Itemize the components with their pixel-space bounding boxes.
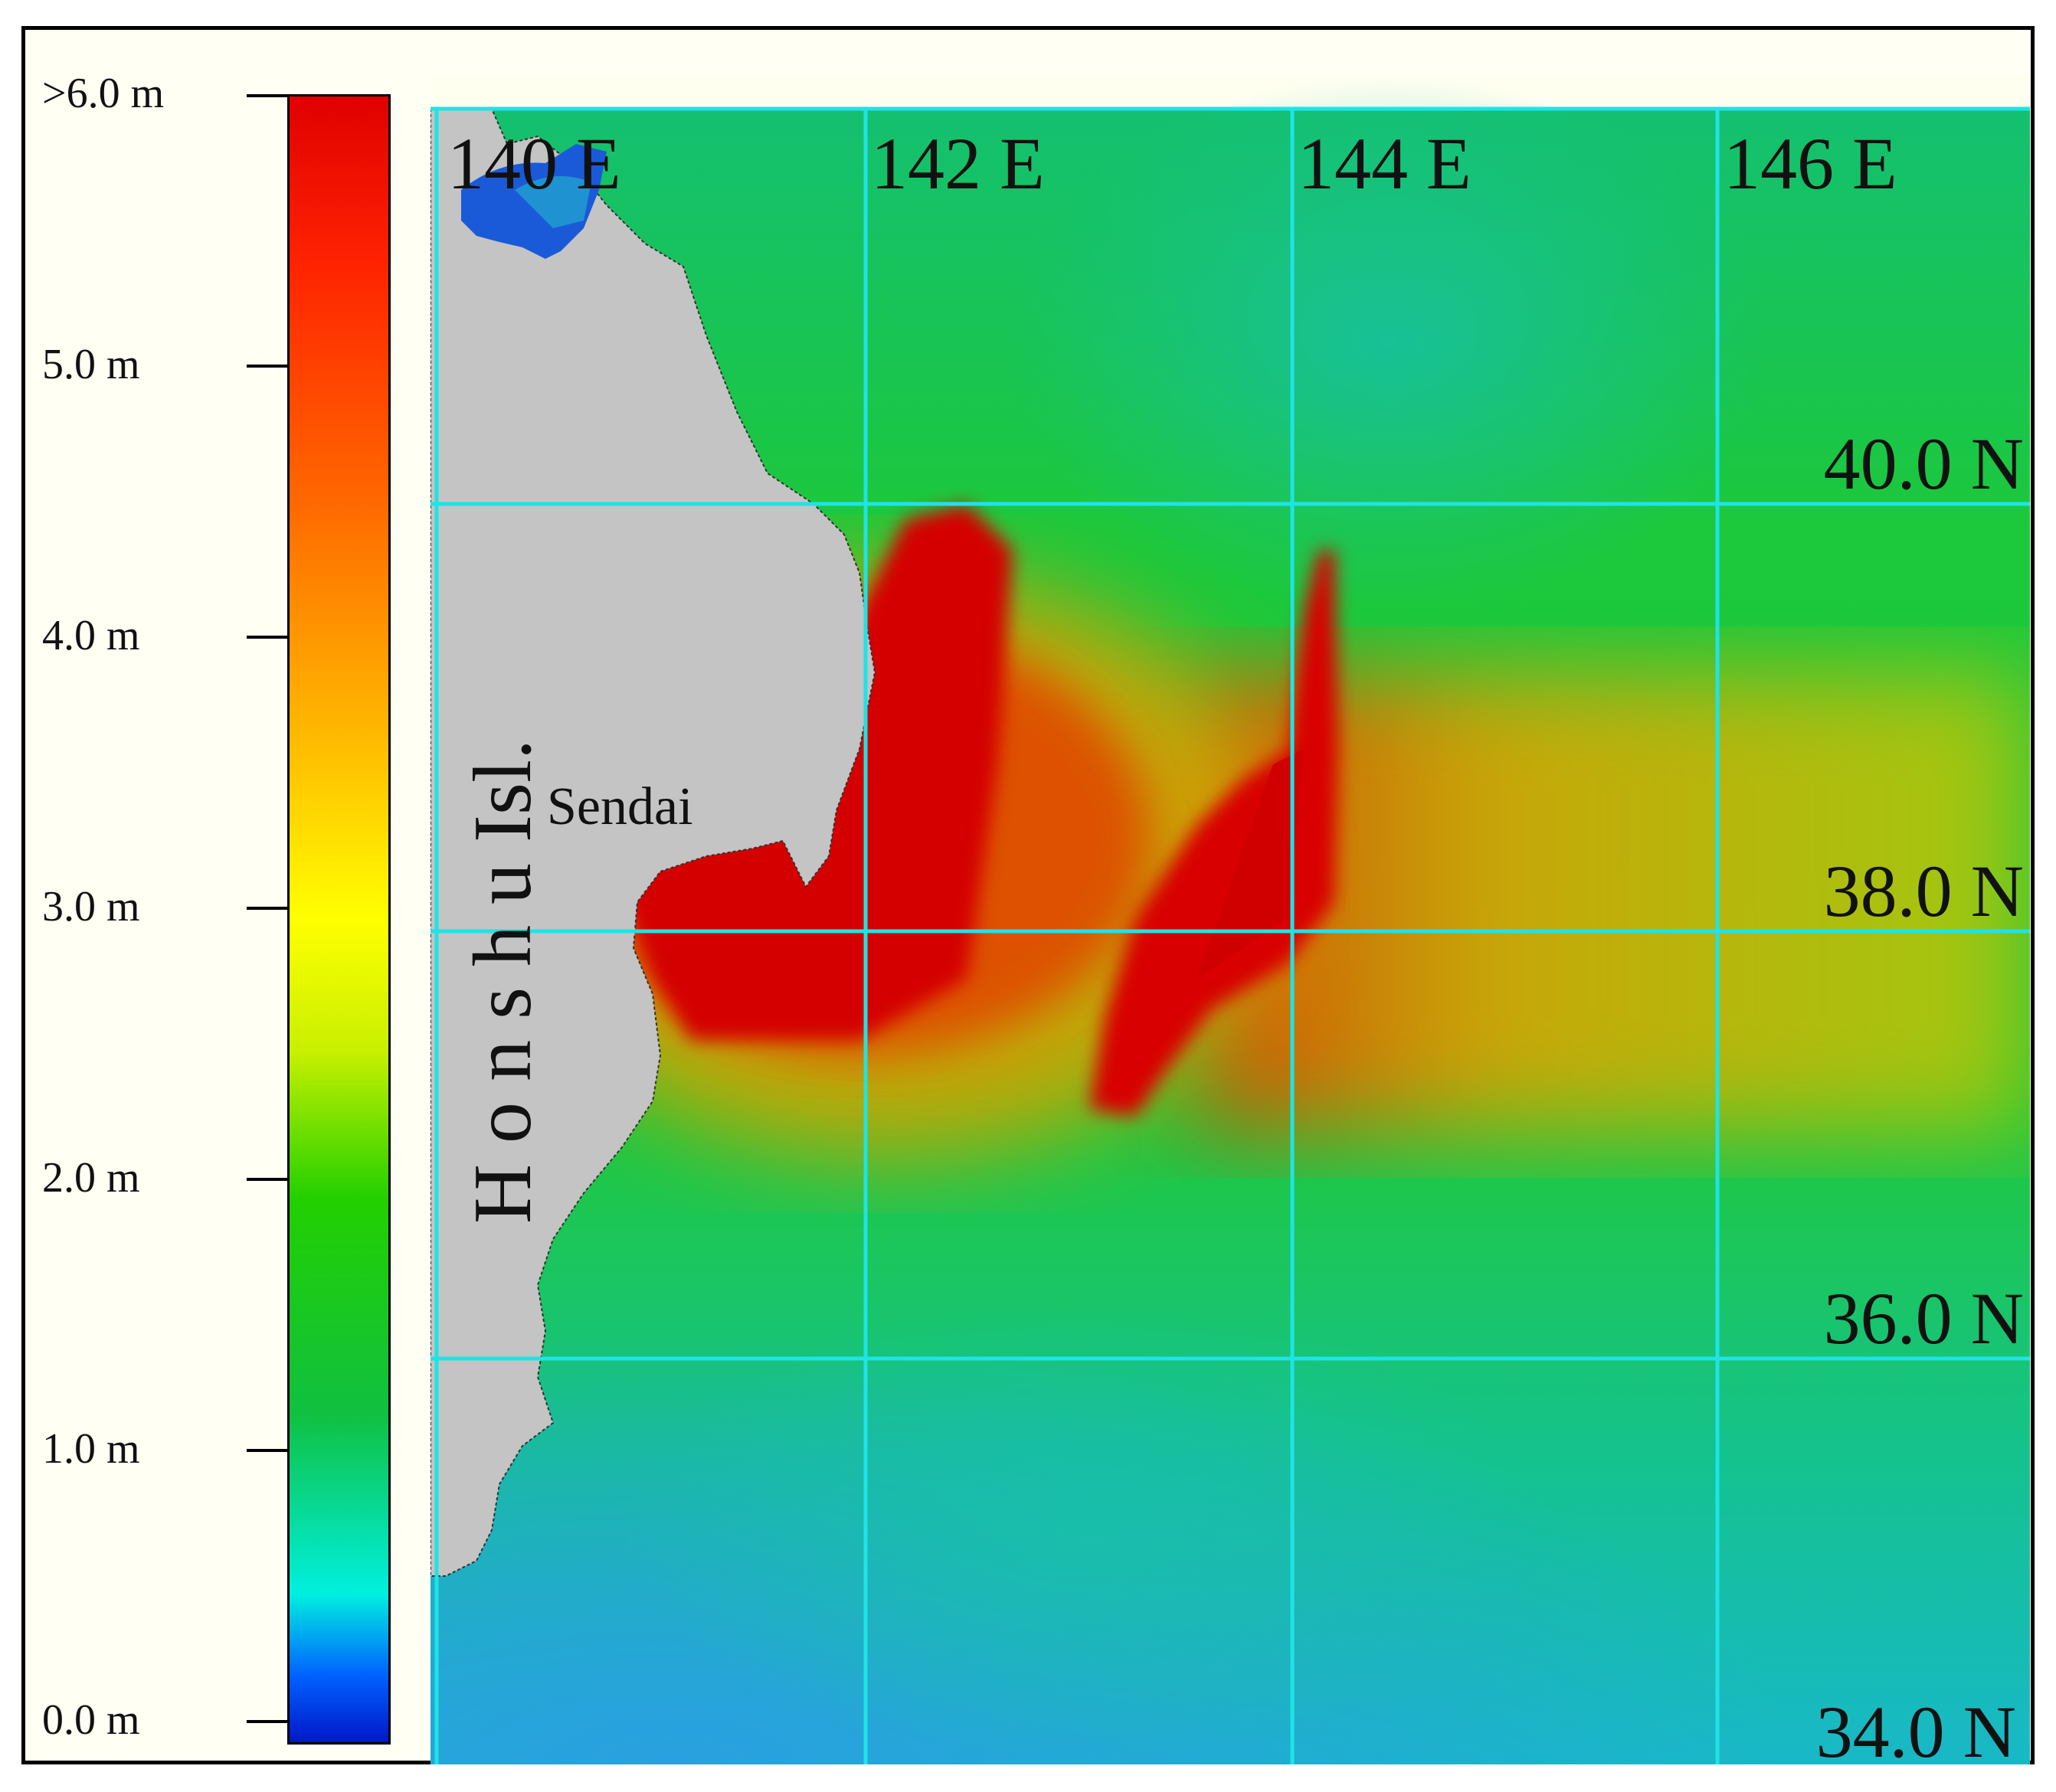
colorbar-label-3: 3.0 m (42, 883, 140, 930)
lat-label-38: 38.0 N (1824, 850, 2024, 932)
wave-beam (1197, 672, 2030, 1132)
city-label-sendai: Sendai (547, 777, 693, 836)
honshu-land (431, 108, 876, 1577)
colorbar-tick (247, 1178, 290, 1181)
lon-label-144: 144 E (1298, 123, 1472, 204)
colorbar-label-5: 5.0 m (42, 341, 140, 388)
lon-label-140: 140 E (447, 123, 621, 204)
graticule (431, 106, 2030, 1764)
lat-label-34: 34.0 N (1816, 1691, 2016, 1764)
source-region (1089, 550, 1338, 1117)
colorbar-tick (247, 365, 290, 368)
colorbar-tick (247, 94, 290, 97)
colorbar-label-4: 4.0 m (42, 612, 140, 659)
colorbar-tick (247, 636, 290, 639)
colorbar-label-2: 2.0 m (42, 1154, 140, 1202)
lon-label-146: 146 E (1724, 123, 1897, 204)
colorbar-label-max: >6.0 m (42, 70, 165, 117)
tsunami-height-map: 140 E 142 E 144 E 146 E 40.0 N 38.0 N 36… (431, 75, 2030, 1764)
lat-label-40: 40.0 N (1824, 423, 2024, 505)
colorbar-tick (247, 1720, 290, 1723)
island-label: H o n s h u Isl. (457, 739, 548, 1224)
lat-label-36: 36.0 N (1824, 1277, 2024, 1359)
colorbar-tick (247, 1449, 290, 1452)
colorbar-label-0: 0.0 m (42, 1696, 140, 1744)
colorbar (287, 94, 391, 1745)
lon-label-142: 142 E (871, 123, 1045, 204)
colorbar-label-1: 1.0 m (42, 1425, 140, 1473)
colorbar-tick (247, 907, 290, 910)
